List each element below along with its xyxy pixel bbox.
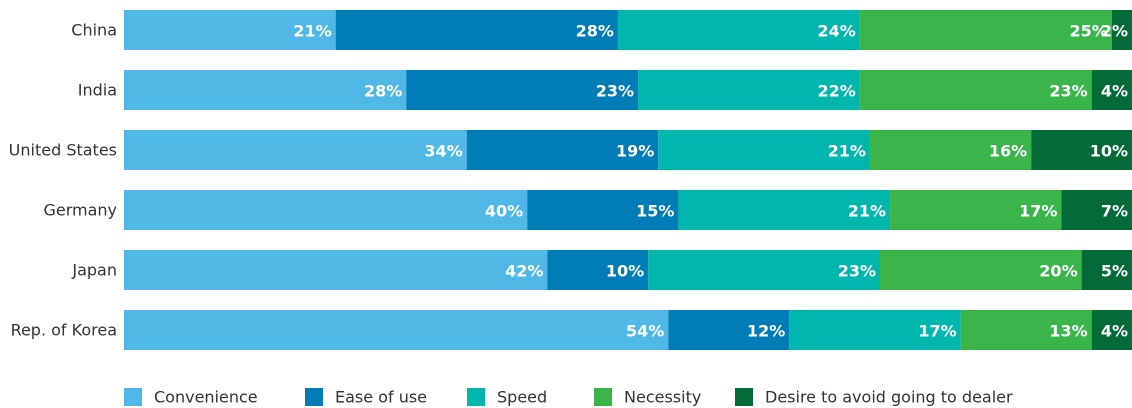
legend-swatch <box>735 388 753 406</box>
bar-segment <box>124 70 407 110</box>
value-label: 28% <box>364 82 402 101</box>
value-label: 22% <box>818 82 856 101</box>
value-label: 4% <box>1101 322 1128 341</box>
value-label: 25% <box>1070 22 1108 41</box>
bar-segment <box>547 250 649 290</box>
legend-label: Speed <box>497 388 547 407</box>
bar-segment <box>638 70 860 110</box>
bar-segment <box>1111 10 1132 50</box>
value-label: 17% <box>918 322 956 341</box>
bar-segment <box>1031 130 1132 170</box>
bar-segment <box>335 10 618 50</box>
bar-segment <box>859 10 1112 50</box>
value-label: 40% <box>485 202 523 221</box>
bar-segment <box>890 190 1062 230</box>
value-label: 23% <box>1049 82 1087 101</box>
bar-segment <box>124 310 669 350</box>
value-label: 21% <box>293 22 331 41</box>
legend-label: Desire to avoid going to dealer <box>765 388 1013 407</box>
value-label: 5% <box>1101 262 1128 281</box>
bar-segment <box>1081 250 1132 290</box>
bar-segment <box>960 310 1092 350</box>
legend-label: Necessity <box>624 388 701 407</box>
legend-label: Ease of use <box>335 388 427 407</box>
value-label: 17% <box>1019 202 1057 221</box>
bar-segment <box>789 310 961 350</box>
bar-segment <box>1091 310 1132 350</box>
category-label: Germany <box>43 201 117 220</box>
bar-segment <box>869 130 1032 170</box>
bar-segment <box>859 70 1092 110</box>
bar-segment <box>648 250 880 290</box>
value-label: 19% <box>616 142 654 161</box>
value-label: 34% <box>424 142 462 161</box>
legend-swatch <box>124 388 142 406</box>
bar-segment <box>1061 190 1132 230</box>
value-label: 15% <box>636 202 674 221</box>
bar-segment <box>668 310 790 350</box>
value-label: 23% <box>838 262 876 281</box>
bar-segment <box>124 130 467 170</box>
value-label: 20% <box>1039 262 1077 281</box>
value-label: 2% <box>1101 22 1128 41</box>
value-label: 54% <box>626 322 664 341</box>
value-label: 21% <box>828 142 866 161</box>
legend-swatch <box>594 388 612 406</box>
legend-swatch <box>305 388 323 406</box>
bar-segment <box>527 190 679 230</box>
category-label: United States <box>9 141 117 160</box>
bar-segment <box>124 190 528 230</box>
legend-label: Convenience <box>154 388 258 407</box>
value-label: 13% <box>1049 322 1087 341</box>
bar-segment <box>1091 70 1132 110</box>
value-label: 12% <box>747 322 785 341</box>
value-label: 7% <box>1101 202 1128 221</box>
bar-segment <box>617 10 860 50</box>
value-label: 23% <box>596 82 634 101</box>
bar-segment <box>406 70 639 110</box>
value-label: 4% <box>1101 82 1128 101</box>
category-label: India <box>78 81 117 100</box>
legend-swatch <box>467 388 485 406</box>
value-label: 10% <box>1090 142 1128 161</box>
category-label: Japan <box>71 261 117 280</box>
bar-segment <box>658 130 870 170</box>
bar-segment <box>880 250 1082 290</box>
value-label: 42% <box>505 262 543 281</box>
bar-segment <box>678 190 891 230</box>
value-label: 28% <box>576 22 614 41</box>
bar-segment <box>124 250 548 290</box>
value-label: 24% <box>818 22 856 41</box>
category-label: Rep. of Korea <box>11 321 117 340</box>
bar-segment <box>124 10 336 50</box>
value-label: 10% <box>606 262 644 281</box>
value-label: 16% <box>989 142 1027 161</box>
category-label: China <box>71 21 117 40</box>
bar-segment <box>466 130 659 170</box>
value-label: 21% <box>848 202 886 221</box>
